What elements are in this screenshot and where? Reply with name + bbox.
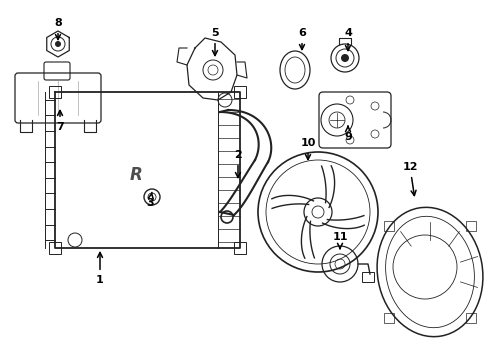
Text: 4: 4 (344, 28, 352, 50)
Circle shape (55, 41, 61, 47)
Text: 1: 1 (96, 252, 104, 285)
Text: 6: 6 (298, 28, 306, 50)
Text: 9: 9 (344, 126, 352, 142)
Circle shape (341, 54, 349, 62)
Bar (49, 242, 61, 254)
Text: 3: 3 (146, 193, 154, 208)
Bar (234, 242, 246, 254)
Text: 7: 7 (56, 111, 64, 132)
Bar (466, 221, 476, 231)
Bar (384, 221, 394, 231)
Bar (49, 86, 61, 98)
Bar (466, 313, 476, 323)
Text: 2: 2 (234, 150, 242, 177)
Text: 10: 10 (300, 138, 316, 159)
Text: 11: 11 (332, 232, 348, 248)
Text: R: R (130, 166, 143, 184)
Bar (384, 313, 394, 323)
Text: 8: 8 (54, 18, 62, 40)
Text: 5: 5 (211, 28, 219, 55)
Bar (234, 86, 246, 98)
Bar (362, 272, 374, 282)
Text: 12: 12 (402, 162, 418, 195)
